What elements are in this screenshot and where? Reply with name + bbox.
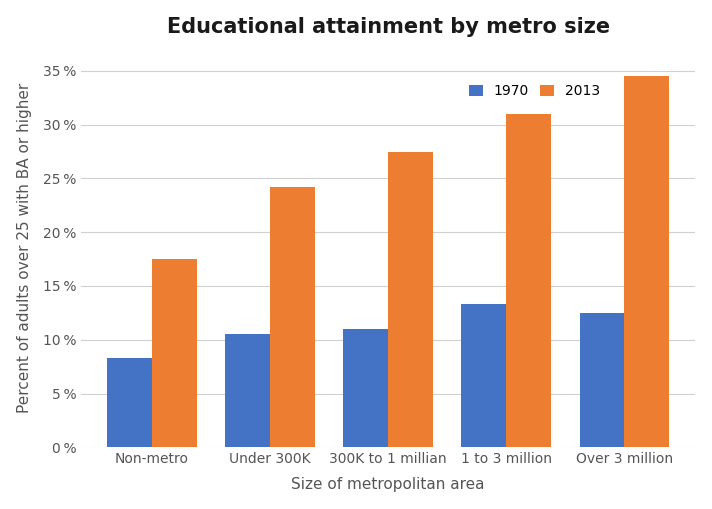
Legend: 1970, 2013: 1970, 2013 <box>469 84 600 98</box>
Bar <box>152 259 197 447</box>
Bar <box>388 152 433 447</box>
Bar <box>107 358 152 447</box>
Bar <box>461 304 506 447</box>
Bar <box>225 334 270 447</box>
Bar <box>270 187 315 447</box>
Bar <box>624 76 669 447</box>
Bar <box>580 313 624 447</box>
Bar <box>343 329 388 447</box>
Y-axis label: Percent of adults over 25 with BA or higher: Percent of adults over 25 with BA or hig… <box>16 83 31 413</box>
X-axis label: Size of metropolitan area: Size of metropolitan area <box>291 477 485 492</box>
Bar <box>506 114 551 447</box>
Title: Educational attainment by metro size: Educational attainment by metro size <box>167 17 609 37</box>
